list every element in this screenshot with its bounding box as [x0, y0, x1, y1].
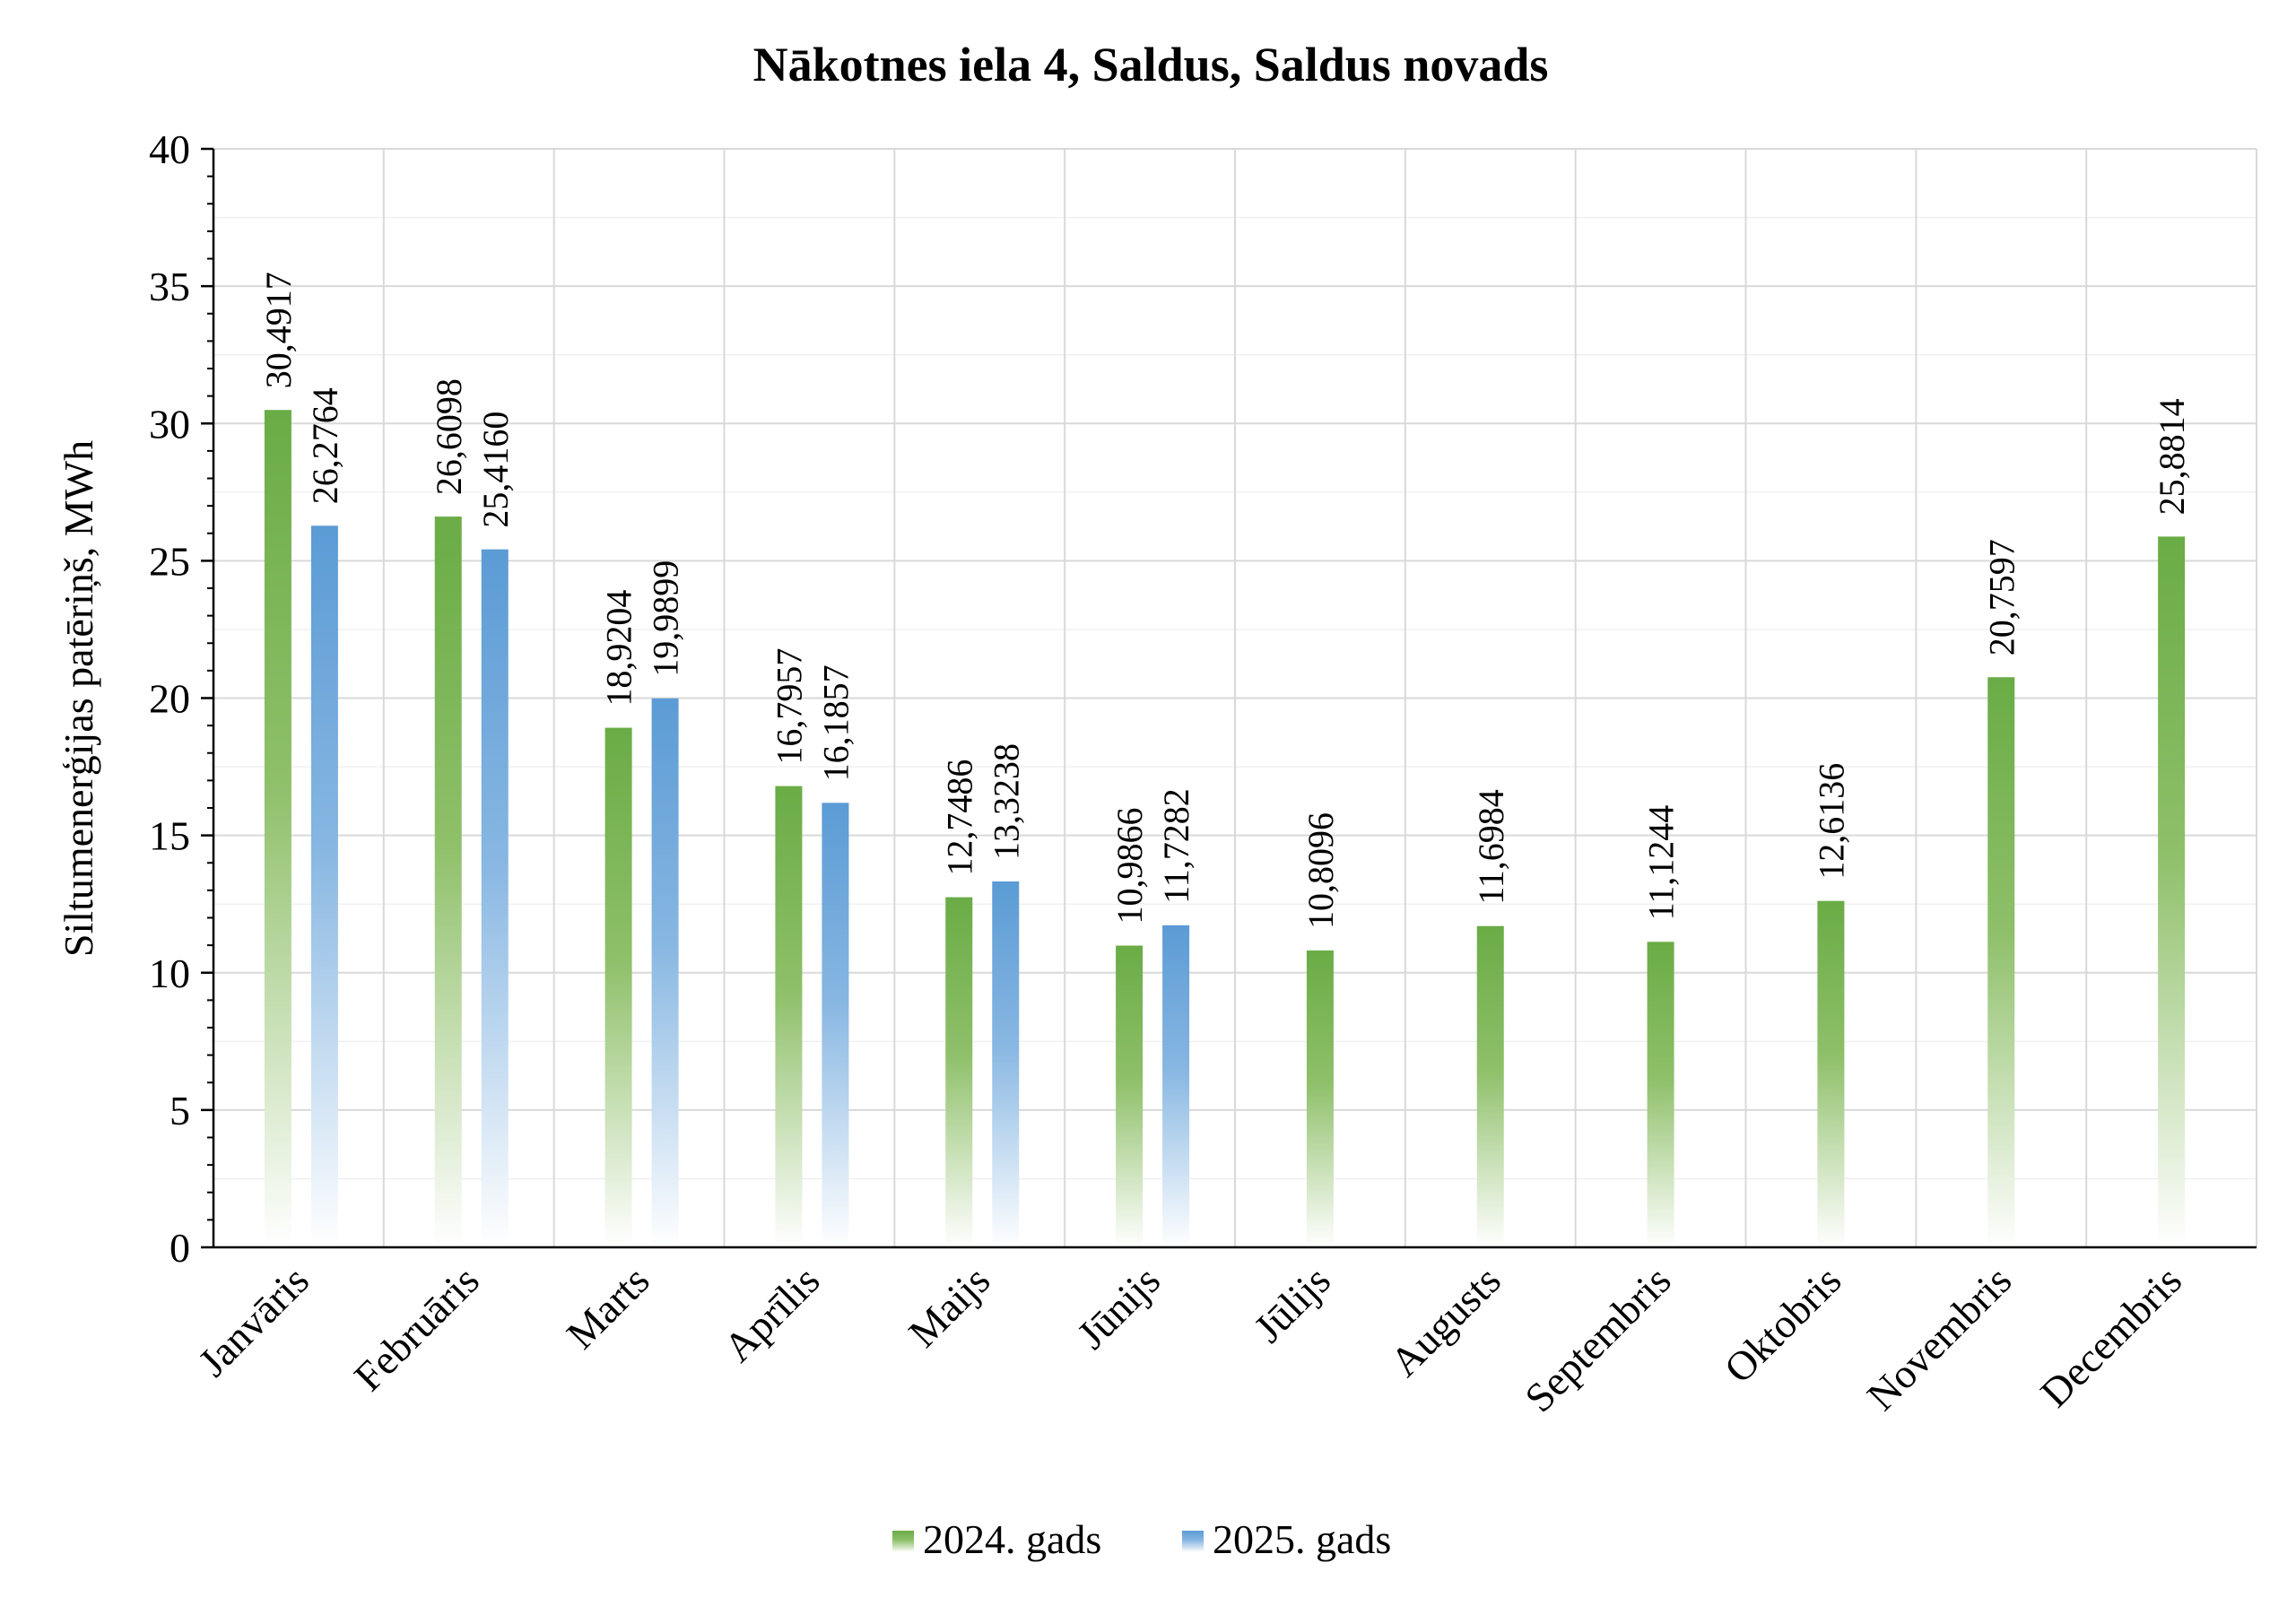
legend: 2024. gads 2025. gads	[892, 1516, 1391, 1562]
y-tick-label: 30	[149, 401, 190, 447]
data-label: 25,4160	[475, 412, 516, 528]
category-label: Novembris	[1858, 1257, 2021, 1419]
y-tick-label: 10	[149, 951, 190, 996]
chart-title: Nākotnes iela 4, Saldus, Saldus novads	[753, 38, 1549, 91]
y-tick-label: 25	[149, 538, 190, 584]
category-labels: Janvāris Februāris Marts Aprīlis Maijs Jūnijs…	[189, 1257, 2190, 1420]
legend-swatch-1	[1182, 1531, 1204, 1552]
y-tick-labels: 0 5 10 15 20 25 30 35 40	[149, 126, 190, 1271]
data-label: 26,2764	[305, 387, 345, 504]
category-label: Oktobris	[1716, 1257, 1850, 1392]
y-tick-label: 20	[149, 676, 190, 722]
data-label: 18,9204	[599, 590, 639, 707]
category-label: Maijs	[900, 1257, 998, 1356]
bar-2024-1	[434, 517, 462, 1247]
y-tick-label: 0	[170, 1225, 190, 1271]
bar-2025-3	[822, 803, 849, 1247]
bar-2024-7	[1476, 925, 1504, 1247]
bar-2024-6	[1306, 950, 1334, 1247]
bar-2024-8	[1647, 942, 1674, 1247]
y-tick-label: 5	[170, 1088, 190, 1133]
data-label: 12,7486	[939, 760, 979, 876]
data-label: 11,1244	[1641, 805, 1682, 921]
data-label: 10,8096	[1300, 812, 1341, 929]
data-label: 11,6984	[1471, 789, 1511, 905]
data-label: 26,6098	[429, 378, 469, 495]
bar-2024-4	[945, 897, 973, 1247]
category-label: Marts	[558, 1257, 658, 1358]
data-label: 25,8814	[2152, 398, 2192, 515]
data-label: 19,9899	[646, 560, 686, 677]
bar-2024-9	[1817, 900, 1845, 1247]
bar-2025-1	[481, 549, 509, 1247]
category-label: Jūnijs	[1068, 1257, 1169, 1358]
data-label: 12,6136	[1811, 763, 1851, 880]
data-label: 13,3238	[986, 743, 1026, 860]
axes	[201, 147, 2257, 1249]
data-label: 11,7282	[1156, 788, 1196, 904]
category-label: Janvāris	[189, 1257, 317, 1385]
y-tick-label: 40	[149, 126, 190, 172]
y-axis-label: Siltumenerģijas patēriņš, MWh	[56, 440, 101, 957]
category-label: Aprīlis	[715, 1257, 828, 1370]
bar-2024-5	[1116, 945, 1144, 1247]
category-label: Decembris	[2031, 1257, 2190, 1416]
category-label: Septembris	[1516, 1257, 1679, 1420]
data-label: 30,4917	[258, 272, 299, 388]
gridlines	[213, 148, 2257, 1247]
y-tick-label: 15	[149, 813, 190, 859]
bar-2025-4	[992, 881, 1020, 1247]
bar-2024-2	[604, 727, 632, 1247]
bars	[264, 410, 2186, 1248]
category-label: Jūlijs	[1245, 1257, 1339, 1351]
bar-2024-11	[2158, 536, 2186, 1247]
bar-2025-2	[651, 698, 679, 1247]
data-label: 16,1857	[815, 664, 856, 781]
legend-swatch-0	[892, 1531, 914, 1552]
data-label: 16,7957	[769, 648, 809, 765]
legend-label: 2024. gads	[923, 1516, 1101, 1562]
data-label: 20,7597	[1981, 539, 2022, 655]
bar-2024-3	[775, 786, 803, 1247]
bar-2025-0	[310, 525, 338, 1247]
legend-label: 2025. gads	[1213, 1516, 1391, 1562]
data-labels: 30,4917 26,6098 18,9204 16,7957 12,7486 10,98…	[258, 272, 2192, 929]
bar-2024-0	[264, 410, 291, 1248]
y-tick-label: 35	[149, 264, 190, 309]
bar-2025-5	[1162, 925, 1190, 1247]
bar-2024-10	[1987, 677, 2015, 1247]
data-label: 10,9866	[1109, 808, 1150, 925]
category-label: Augusts	[1381, 1257, 1509, 1385]
category-label: Februāris	[345, 1257, 488, 1400]
